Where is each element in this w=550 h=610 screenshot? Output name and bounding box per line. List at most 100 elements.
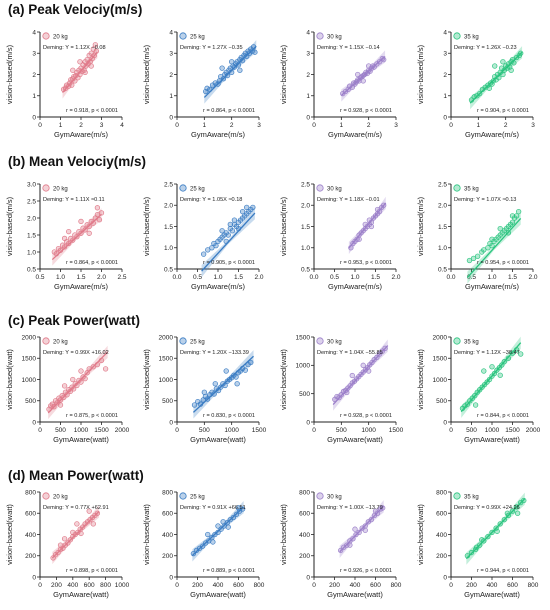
regression-line	[469, 51, 523, 104]
x-tick-label: 0.5	[330, 274, 339, 281]
data-point	[213, 242, 219, 249]
y-tick-label: 1	[306, 93, 310, 100]
y-axis-label: vision-based(watt)	[279, 504, 288, 565]
data-point	[475, 253, 481, 259]
legend-label: 35 kg	[464, 494, 479, 500]
x-tick-label: 1500	[505, 427, 520, 434]
data-point	[242, 367, 248, 373]
x-axis-label: GymAware(m/s)	[54, 282, 109, 291]
x-tick-label: 0.0	[309, 274, 318, 281]
equation-label: Deming: Y = 1.12X −38.47	[454, 350, 520, 356]
legend-marker	[179, 337, 187, 345]
y-tick-label: 0	[169, 114, 173, 121]
x-tick-label: 800	[100, 582, 111, 589]
data-point	[82, 69, 88, 76]
y-tick-label: 4	[306, 29, 310, 36]
y-tick-label: 500	[25, 398, 36, 405]
y-tick-label: 1.5	[301, 224, 310, 231]
y-axis-label: vision-based(watt)	[5, 504, 14, 565]
x-axis-label: GymAware(watt)	[190, 435, 246, 444]
data-point	[352, 526, 358, 532]
data-point	[223, 368, 229, 374]
x-tick-label: 200	[192, 582, 203, 589]
x-tick-label: 1	[59, 122, 63, 129]
x-axis-label: GymAware(m/s)	[191, 130, 246, 139]
x-tick-label: 1500	[252, 427, 267, 434]
y-axis-label: vision-based(watt)	[142, 504, 151, 565]
equation-label: Deming: Y = 1.07X ≈0.13	[454, 197, 516, 203]
data-point	[509, 219, 516, 225]
data-point	[362, 527, 368, 533]
stat-label: r = 0.928, p < 0.0001	[340, 413, 392, 419]
y-tick-label: 2	[32, 72, 36, 79]
y-tick-label: 0	[169, 574, 173, 581]
y-axis-label: vision-based(m/s)	[279, 196, 288, 256]
x-tick-label: 1000	[74, 427, 89, 434]
y-axis-label: vision-based(m/s)	[279, 44, 288, 104]
y-tick-label: 200	[162, 553, 173, 560]
y-tick-label: 600	[436, 511, 447, 518]
equation-label: Deming: Y = 1.18X −0.01	[317, 197, 380, 203]
y-tick-label: 1000	[433, 377, 448, 384]
regression-line	[348, 202, 387, 249]
y-tick-label: 400	[162, 532, 173, 539]
stat-label: r = 0.928, p < 0.0001	[340, 108, 392, 114]
data-point	[234, 381, 240, 387]
y-tick-label: 0	[32, 114, 36, 121]
equation-label: Deming: Y = 0.99X +24.26	[454, 505, 520, 511]
data-point	[518, 351, 524, 357]
data-point	[250, 204, 256, 211]
legend-marker	[42, 184, 50, 192]
x-tick-label: 1000	[485, 427, 500, 434]
x-tick-label: 1.5	[508, 274, 517, 281]
legend-marker	[179, 32, 187, 40]
y-axis-label: vision-based(m/s)	[5, 196, 14, 256]
y-tick-label: 2.0	[438, 203, 447, 210]
data-point	[368, 223, 375, 230]
legend-marker	[316, 32, 324, 40]
data-point	[57, 402, 64, 408]
row-title-a: (a) Peak Velociy(m/s)	[8, 2, 143, 17]
x-tick-label: 1.5	[76, 274, 85, 281]
y-tick-label: 4	[32, 29, 36, 36]
x-tick-label: 400	[213, 582, 224, 589]
panel-9: 0 500 1000 1500 0 500 1000 1500 2000 GymAware(wat…	[142, 334, 267, 444]
x-tick-label: 0	[312, 582, 316, 589]
data-point	[212, 80, 218, 86]
y-tick-label: 500	[162, 398, 173, 405]
x-tick-label: 1.0	[56, 274, 65, 281]
data-point	[90, 521, 96, 527]
x-axis-label: GymAware(watt)	[53, 590, 109, 599]
y-tick-label: 1500	[22, 356, 37, 363]
x-tick-label: 600	[84, 582, 95, 589]
stat-label: r = 0.944, p < 0.0001	[477, 568, 529, 574]
y-tick-label: 3.0	[27, 181, 36, 188]
data-point	[486, 85, 492, 91]
y-tick-label: 600	[25, 511, 36, 518]
stat-label: r = 0.904, p < 0.0001	[477, 108, 529, 114]
x-axis-label: GymAware(m/s)	[465, 282, 520, 291]
x-tick-label: 0	[38, 122, 42, 129]
y-tick-label: 0	[443, 419, 447, 426]
y-tick-label: 2.0	[301, 203, 310, 210]
stat-label: r = 0.953, p < 0.0001	[340, 260, 392, 266]
legend-label: 25 kg	[190, 339, 205, 345]
data-point	[497, 225, 503, 232]
data-point	[86, 230, 92, 236]
y-axis-label: vision-based(watt)	[5, 349, 14, 410]
y-axis-label: vision-based(m/s)	[5, 44, 14, 104]
equation-label: Deming: Y = 0.99X +16.02	[43, 350, 109, 356]
y-tick-label: 400	[25, 532, 36, 539]
x-tick-label: 2	[367, 122, 371, 129]
data-point	[492, 63, 498, 69]
data-point	[235, 505, 242, 511]
stat-label: r = 0.926, p < 0.0001	[340, 568, 392, 574]
legend-marker	[42, 32, 50, 40]
data-point	[233, 374, 239, 380]
data-point	[516, 208, 522, 215]
x-tick-label: 2.0	[528, 274, 537, 281]
x-tick-label: 3	[257, 122, 261, 129]
data-point	[200, 251, 207, 257]
y-tick-label: 0.5	[27, 266, 36, 273]
